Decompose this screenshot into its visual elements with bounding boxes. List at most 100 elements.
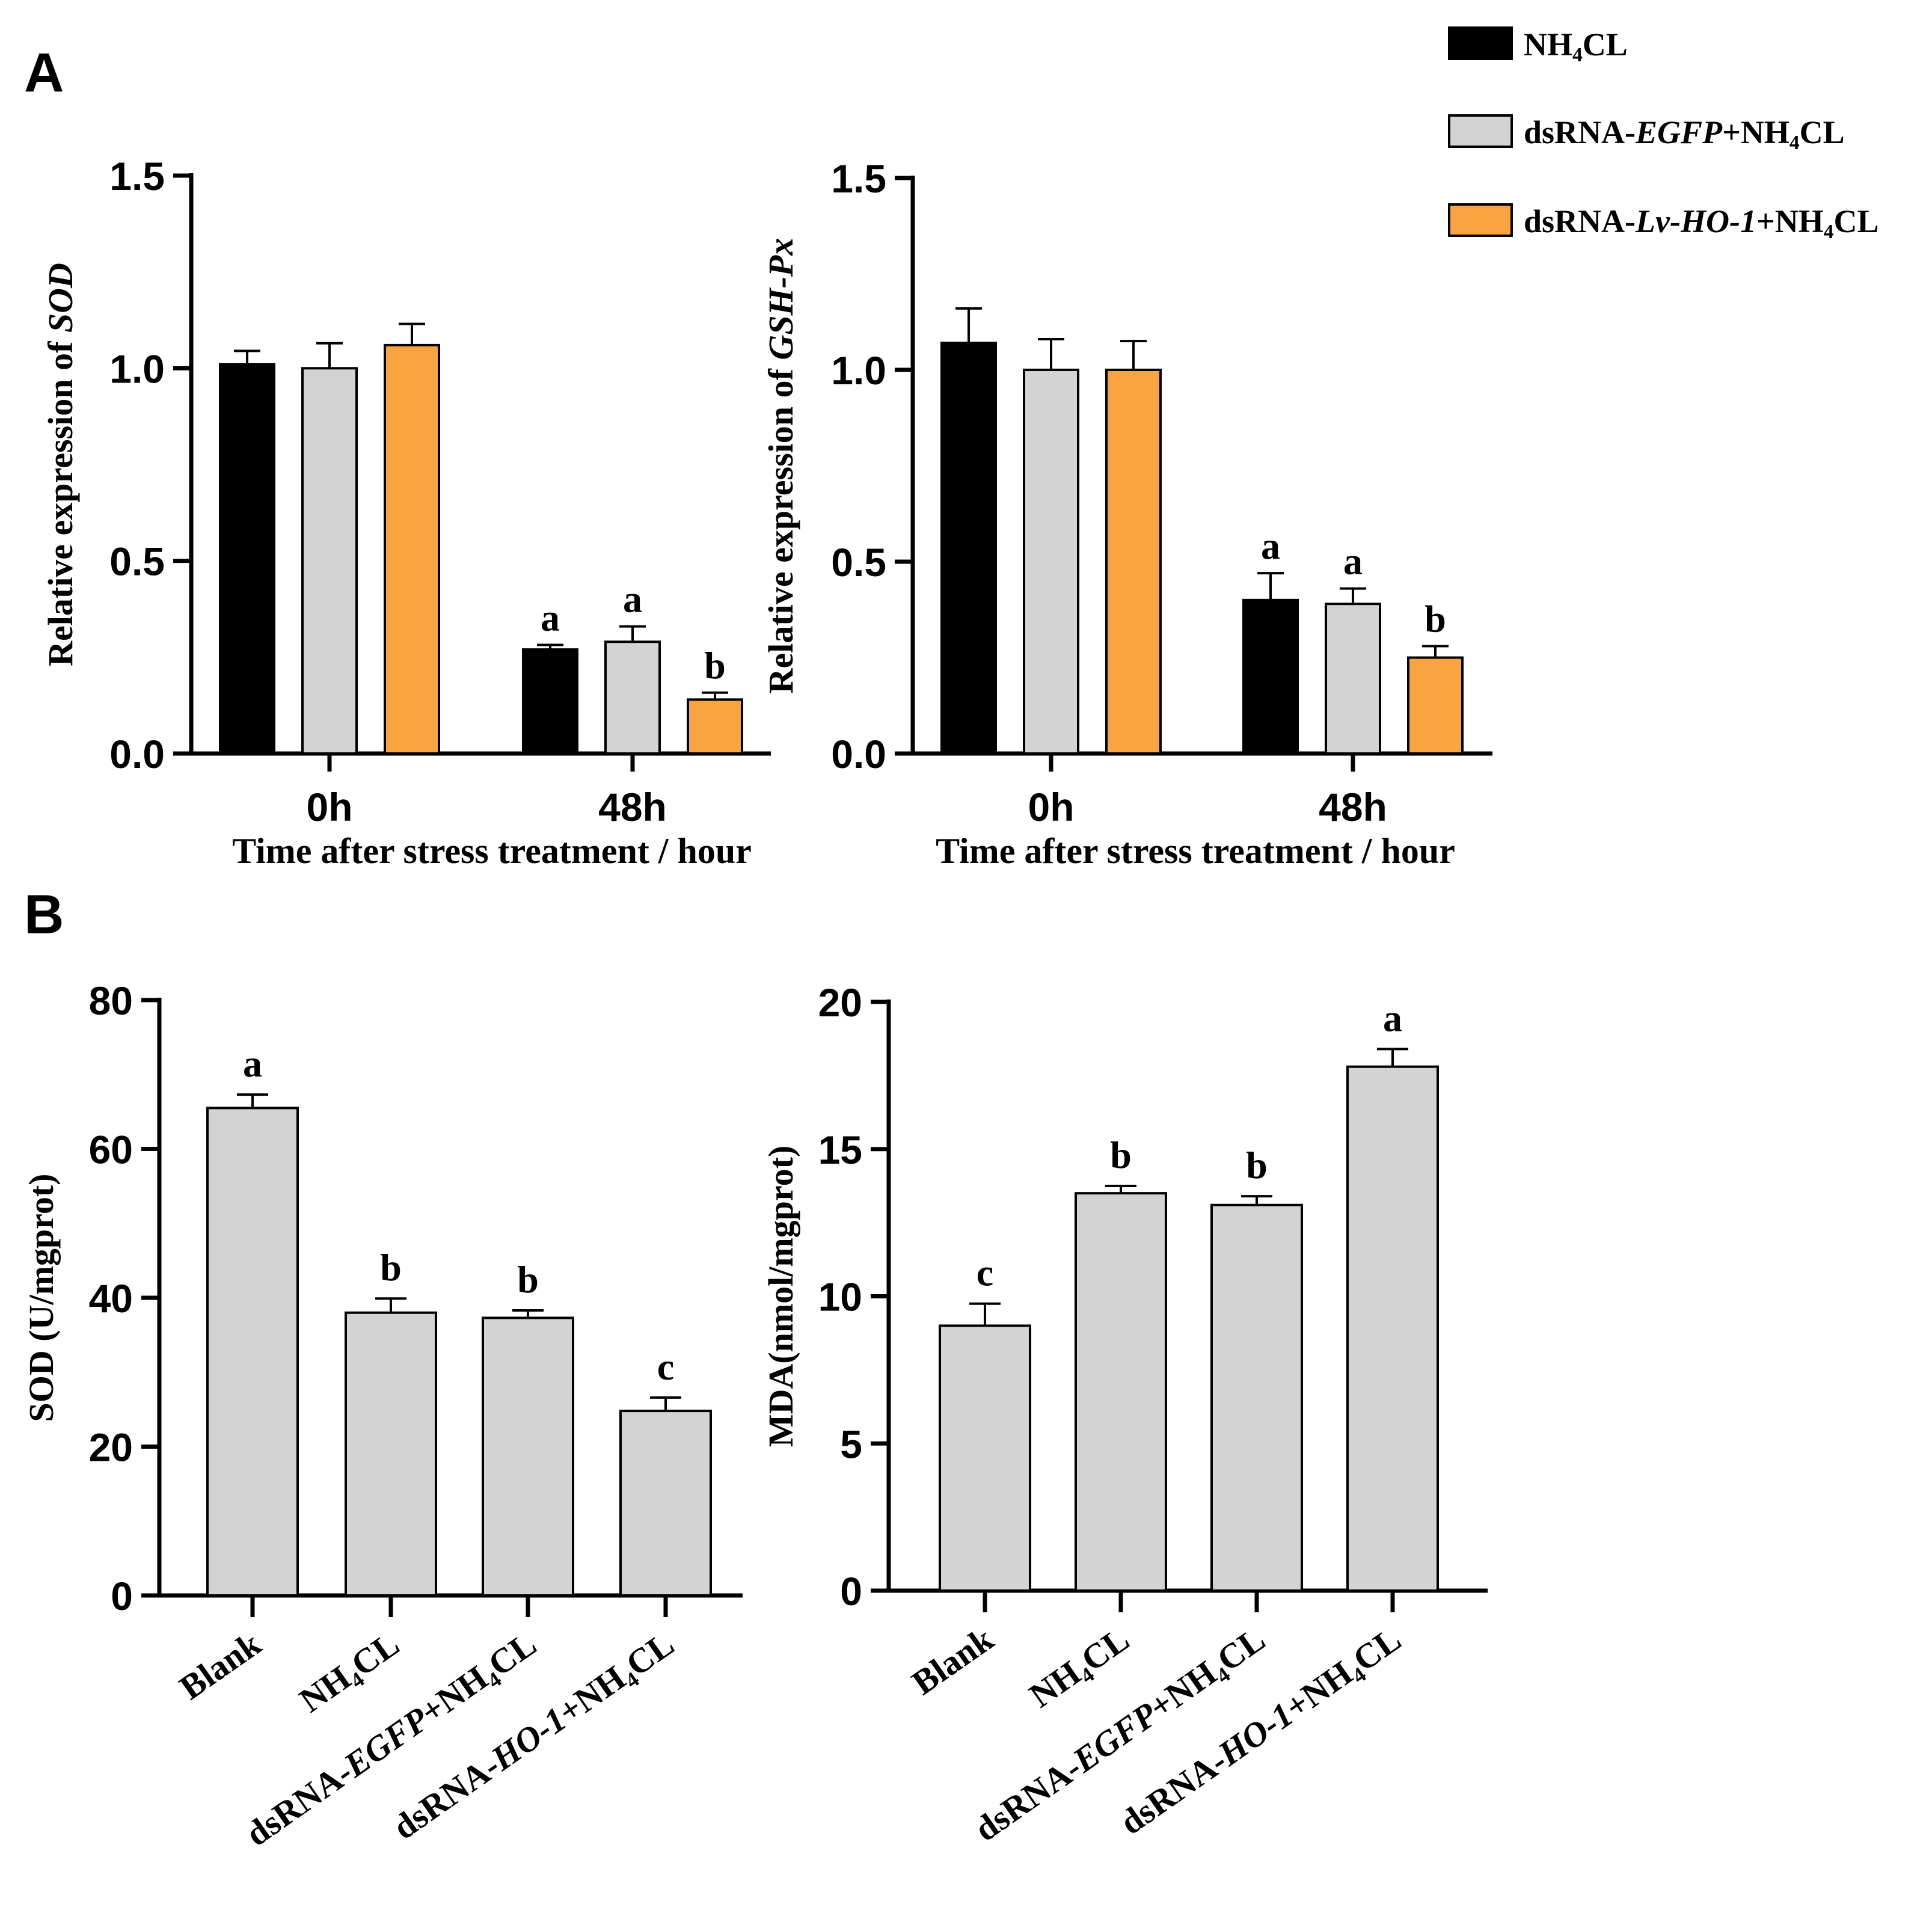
chart-a1-sod-expression: 0.0 0.5 1.0 1.5 Relative expression of SOD 0h… bbox=[41, 154, 771, 871]
x-tick-label: NH4CL bbox=[1022, 1619, 1138, 1718]
bar bbox=[345, 1311, 437, 1597]
error-bar bbox=[1422, 645, 1449, 658]
x-tick-label: Blank bbox=[905, 1619, 1001, 1703]
y-tick-label: 20 bbox=[818, 980, 862, 1025]
legend: NH4CL dsRNA-EGFP+NH4CL dsRNA-Lv-HO-1+NH4CL bbox=[1448, 26, 1878, 243]
legend-label-ho1: dsRNA-Lv-HO-1+NH4CL bbox=[1524, 203, 1878, 243]
error-bar bbox=[619, 625, 646, 642]
significance-letter: c bbox=[977, 1251, 993, 1294]
y-tick-label: 10 bbox=[818, 1275, 862, 1319]
y-tick-label: 40 bbox=[89, 1276, 133, 1321]
error-bar bbox=[1257, 572, 1284, 600]
bar bbox=[482, 1316, 574, 1597]
legend-label-egfp: dsRNA-EGFP+NH4CL bbox=[1524, 114, 1845, 154]
bar bbox=[1023, 369, 1079, 755]
y-tick-label: 0 bbox=[840, 1569, 862, 1614]
bar bbox=[1242, 598, 1299, 755]
bar bbox=[1325, 603, 1381, 755]
legend-swatch-ho1 bbox=[1448, 203, 1513, 237]
x-tick-label-0h: 0h bbox=[306, 785, 352, 829]
significance-letter: a bbox=[243, 1042, 262, 1085]
y-tick-label: 0.0 bbox=[831, 732, 886, 776]
error-bar bbox=[955, 307, 982, 343]
bar bbox=[619, 1410, 712, 1597]
error-bar bbox=[1377, 1048, 1408, 1067]
y-axis-label: SOD (U/mgprot) bbox=[22, 1174, 61, 1422]
y-tick-label: 1.5 bbox=[109, 154, 165, 198]
significance-letter: b bbox=[517, 1258, 539, 1301]
y-tick-label: 0 bbox=[111, 1574, 133, 1618]
error-bar bbox=[399, 322, 425, 345]
bar bbox=[939, 1324, 1031, 1592]
error-bar bbox=[316, 342, 343, 369]
significance-letter: b bbox=[704, 644, 726, 687]
legend-label-nh4cl: NH4CL bbox=[1524, 26, 1628, 66]
bar bbox=[384, 343, 440, 755]
bar bbox=[1105, 369, 1162, 755]
x-tick-label-48h: 48h bbox=[1319, 785, 1387, 829]
significance-letter: a bbox=[623, 578, 642, 621]
y-tick-label: 5 bbox=[840, 1422, 862, 1466]
panel-b-label: B bbox=[24, 884, 64, 945]
y-tick-label: 0.5 bbox=[109, 539, 165, 584]
bar bbox=[219, 363, 275, 755]
bar bbox=[940, 342, 997, 755]
y-tick-label: 15 bbox=[818, 1128, 862, 1172]
y-tick-label: 20 bbox=[89, 1425, 133, 1470]
significance-letter: c bbox=[657, 1345, 674, 1388]
error-bar bbox=[702, 691, 728, 700]
y-tick-label: 1.5 bbox=[831, 156, 886, 201]
x-tick-label-0h: 0h bbox=[1028, 785, 1074, 829]
error-bar bbox=[512, 1309, 544, 1318]
y-tick-label: 60 bbox=[89, 1128, 133, 1172]
bar bbox=[687, 698, 743, 755]
significance-letter: b bbox=[380, 1246, 402, 1289]
bar bbox=[1346, 1065, 1439, 1592]
bar bbox=[1075, 1192, 1167, 1592]
y-axis-label: Relative expression of SOD bbox=[41, 263, 80, 666]
legend-swatch-nh4cl bbox=[1448, 26, 1513, 60]
y-tick-label: 1.0 bbox=[831, 348, 886, 393]
error-bar bbox=[237, 1093, 268, 1108]
x-axis-label: Time after stress treatment / hour bbox=[936, 831, 1455, 871]
bar bbox=[301, 367, 358, 755]
error-bar bbox=[1241, 1195, 1272, 1205]
error-bar bbox=[234, 349, 260, 364]
x-axis-label: Time after stress treatment / hour bbox=[232, 831, 752, 871]
significance-letter: a bbox=[1343, 540, 1363, 583]
significance-letter: a bbox=[541, 596, 560, 639]
error-bar bbox=[1340, 587, 1366, 604]
error-bar bbox=[537, 643, 563, 650]
bar bbox=[1407, 656, 1464, 755]
x-tick-label: NH4CL bbox=[292, 1624, 408, 1722]
chart-a2-gshpx-expression: 0.0 0.5 1.0 1.5 Relative expression of GSH-P… bbox=[761, 156, 1492, 871]
y-tick-label: 80 bbox=[89, 978, 133, 1023]
x-tick-label: Blank bbox=[173, 1624, 268, 1707]
bar bbox=[604, 640, 661, 755]
panel-a-label: A bbox=[24, 42, 64, 103]
significance-letter: b bbox=[1110, 1134, 1132, 1176]
significance-letter: b bbox=[1246, 1144, 1268, 1187]
error-bar bbox=[375, 1297, 406, 1313]
bar bbox=[522, 648, 578, 755]
error-bar bbox=[969, 1302, 1001, 1326]
y-tick-label: 0.5 bbox=[831, 540, 886, 585]
bar bbox=[1210, 1203, 1303, 1592]
error-bar bbox=[650, 1396, 681, 1411]
error-bar bbox=[1038, 337, 1064, 370]
legend-swatch-egfp bbox=[1448, 114, 1513, 148]
y-tick-label: 0.0 bbox=[109, 732, 165, 776]
y-axis-label: MDA(nmol/mgprot) bbox=[761, 1146, 800, 1448]
significance-letter: a bbox=[1383, 996, 1402, 1039]
y-axis-label: Relative expression of GSH-Px bbox=[761, 238, 800, 694]
error-bar bbox=[1105, 1184, 1136, 1194]
error-bar bbox=[1120, 340, 1147, 370]
significance-letter: a bbox=[1261, 524, 1280, 567]
significance-letter: b bbox=[1424, 597, 1446, 640]
x-tick-label-48h: 48h bbox=[598, 785, 667, 829]
bar bbox=[206, 1107, 299, 1597]
y-tick-label: 1.0 bbox=[109, 346, 165, 391]
